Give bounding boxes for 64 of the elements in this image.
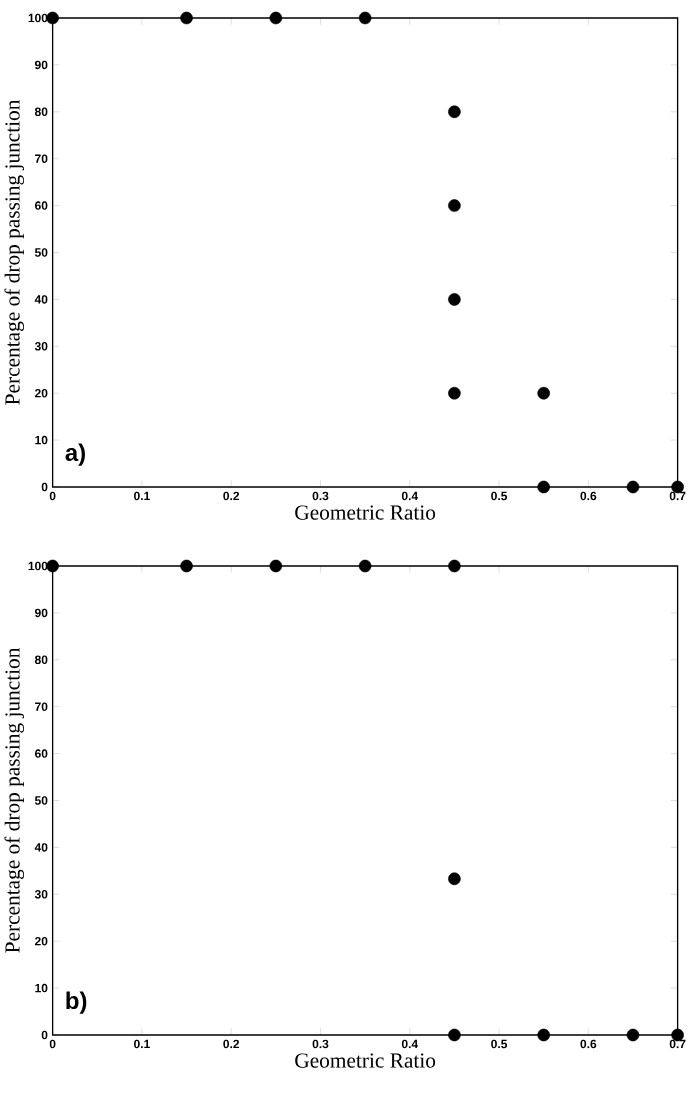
- y-tick-label: 40: [34, 295, 48, 304]
- point: [626, 480, 640, 494]
- y-tick-label: 60: [34, 201, 48, 210]
- y-tick-label: 50: [34, 248, 48, 257]
- point: [537, 1028, 550, 1042]
- y-tick-label: 10: [35, 983, 48, 993]
- point: [626, 1028, 640, 1042]
- point: [447, 386, 461, 400]
- point: [537, 386, 550, 400]
- point: [447, 293, 461, 306]
- point: [269, 11, 282, 25]
- point: [447, 105, 461, 119]
- point: [269, 559, 282, 573]
- x-tick-label: 0.1: [133, 491, 150, 501]
- y-tick-label: 60: [34, 749, 48, 758]
- x-tick-label: 0: [49, 1039, 56, 1049]
- x-tick-label: 0.1: [133, 1039, 150, 1049]
- y-tick-label: 80: [34, 107, 48, 117]
- x-tick-label: 0.5: [491, 491, 507, 501]
- x-tick-label: 0.3: [312, 491, 329, 501]
- y-tick-label: 70: [34, 702, 48, 711]
- x-tick-label: 0.5: [491, 1039, 507, 1049]
- y-tick-label: 90: [34, 60, 48, 70]
- y-tick-label: 0: [41, 1030, 48, 1040]
- y-tick-label: 70: [34, 154, 48, 163]
- y-tick-label: 40: [34, 843, 48, 852]
- y-tick-label: 80: [34, 655, 48, 665]
- x-tick-label: 0.2: [223, 491, 239, 501]
- x-tick-label: 0.6: [580, 491, 597, 501]
- point: [180, 559, 193, 573]
- y-tick-label: 50: [34, 796, 48, 805]
- y-tick-label: 90: [34, 608, 48, 618]
- annotation: b): [66, 991, 87, 1014]
- annotation: a): [65, 443, 85, 466]
- y-axis-title: Percentage of drop passing junction: [4, 647, 24, 953]
- y-tick-label: 20: [34, 388, 48, 398]
- x-tick-label: 0: [49, 491, 56, 501]
- x-tick-label: 0.4: [401, 1039, 418, 1049]
- y-tick-label: 0: [41, 482, 48, 492]
- point: [358, 11, 372, 25]
- point: [358, 559, 372, 573]
- y-tick-label: 100: [28, 13, 48, 23]
- point: [46, 11, 59, 25]
- x-tick-label: 0.7: [669, 1039, 686, 1049]
- y-tick-label: 20: [34, 936, 48, 946]
- x-tick-label: 0.6: [580, 1039, 597, 1049]
- x-axis-title: Geometric Ratio: [295, 1053, 435, 1068]
- x-tick-label: 0.7: [669, 491, 686, 501]
- point: [46, 559, 59, 573]
- x-tick-label: 0.2: [223, 1039, 239, 1049]
- point: [447, 872, 461, 886]
- x-axis-title: Geometric Ratio: [295, 505, 435, 520]
- y-tick-label: 10: [35, 435, 48, 445]
- point: [537, 480, 550, 494]
- point: [447, 1028, 461, 1042]
- y-tick-label: 100: [28, 561, 48, 571]
- x-tick-label: 0.4: [401, 491, 418, 501]
- y-tick-label: 30: [34, 342, 48, 351]
- y-axis-title: Percentage of drop passing junction: [4, 99, 24, 405]
- point: [180, 11, 193, 25]
- x-tick-label: 0.3: [312, 1039, 329, 1049]
- point: [447, 559, 461, 573]
- y-tick-label: 30: [34, 890, 48, 899]
- point: [447, 199, 461, 212]
